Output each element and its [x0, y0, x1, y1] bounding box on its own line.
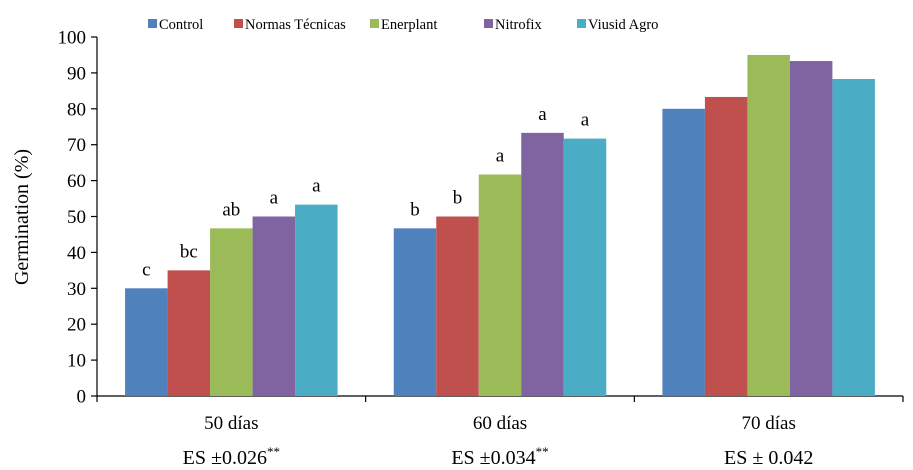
significance-letter: c [142, 259, 150, 280]
bar-control [125, 288, 168, 396]
bar-normas-t-cnicas [704, 96, 748, 396]
bar-nitrofix [789, 61, 833, 396]
bar-enerplant [478, 174, 522, 396]
y-axis: 0 10 20 30 40 50 60 70 80 90 100 [58, 28, 98, 408]
y-tick-label: 90 [67, 63, 86, 84]
bar-normas-t-cnicas [436, 216, 479, 396]
bar-normas-t-cnicas [167, 270, 211, 396]
bars [125, 54, 875, 397]
significance-letter: a [312, 176, 321, 197]
y-tick-label: 20 [67, 315, 86, 336]
bar-enerplant [747, 54, 790, 396]
y-tick-label: 30 [67, 279, 86, 300]
significance-superscript: ** [267, 444, 280, 459]
significance-superscript: ** [536, 444, 549, 459]
standard-error-text: ES ±0.026 [183, 447, 267, 469]
bar-viusid-agro [563, 138, 607, 397]
legend-label: Nitrofix [495, 17, 542, 33]
standard-error-label: ES ± 0.042 [724, 447, 813, 469]
bar-enerplant [210, 228, 253, 396]
x-category-label: 70 días [741, 413, 795, 434]
legend-label: Control [159, 17, 203, 33]
y-tick-label: 0 [77, 387, 87, 408]
significance-letter: a [270, 188, 279, 209]
standard-error-label: ES ±0.026** [183, 444, 280, 469]
bar-control [393, 228, 437, 396]
y-tick-label: 40 [67, 243, 86, 264]
bar-nitrofix [521, 132, 564, 396]
legend-swatch [484, 19, 493, 28]
x-category-label: 50 días [204, 413, 258, 434]
standard-error-text: ES ±0.034 [451, 447, 535, 469]
standard-error-label: ES ±0.034** [451, 444, 548, 469]
significance-letter: b [453, 188, 463, 209]
significance-letter: b [410, 199, 420, 220]
legend-swatch [370, 19, 379, 28]
y-tick-label: 10 [67, 351, 86, 372]
bar-nitrofix [252, 216, 296, 396]
legend-label: Viusid Agro [588, 17, 658, 33]
legend: Control Normas Técnicas Enerplant Nitrofix V… [148, 17, 658, 33]
significance-letter: a [496, 145, 505, 166]
significance-letter: a [581, 110, 590, 131]
y-tick-label: 60 [67, 171, 86, 192]
legend-swatch [234, 19, 243, 28]
y-tick-label: 50 [67, 207, 86, 228]
legend-swatch [577, 19, 586, 28]
significance-letter: a [538, 104, 547, 125]
y-axis-title: Germination (%) [11, 149, 33, 285]
standard-error-text: ES ± 0.042 [724, 447, 813, 469]
legend-swatch [148, 19, 157, 28]
bar-viusid-agro [295, 204, 338, 396]
significance-letter: ab [222, 199, 240, 220]
bar-viusid-agro [832, 79, 875, 397]
significance-letter: bc [180, 241, 198, 262]
bar-control [662, 108, 705, 397]
legend-label: Normas Técnicas [245, 17, 346, 33]
x-category-label: 60 días [473, 413, 527, 434]
y-tick-label: 70 [67, 135, 86, 156]
y-tick-label: 80 [67, 99, 86, 120]
legend-label: Enerplant [381, 17, 437, 33]
y-tick-label: 100 [58, 28, 87, 49]
